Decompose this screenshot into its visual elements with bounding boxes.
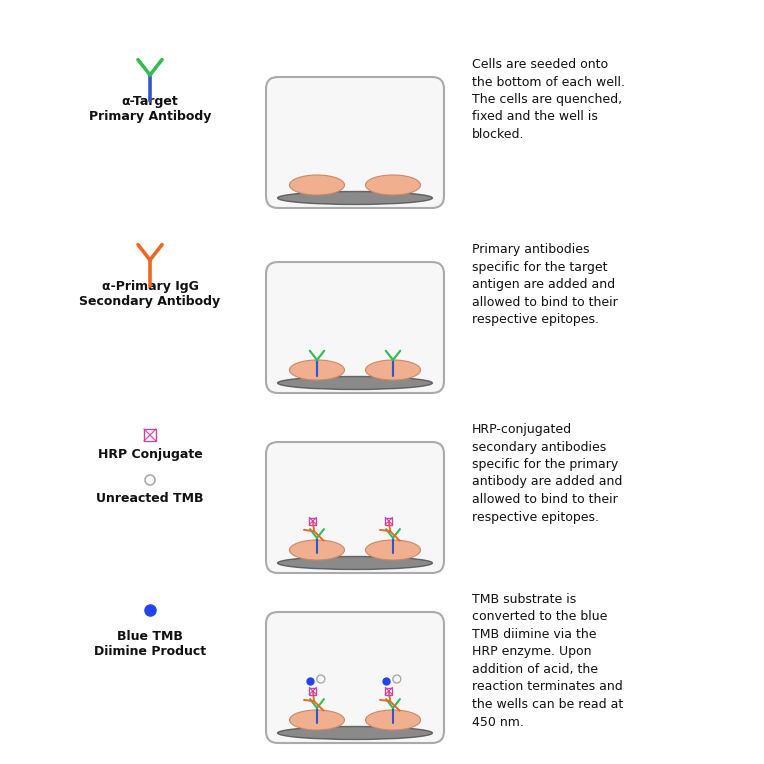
Ellipse shape — [277, 556, 432, 569]
Ellipse shape — [365, 540, 420, 560]
Text: TMB substrate is
converted to the blue
TMB diimine via the
HRP enzyme. Upon
addi: TMB substrate is converted to the blue T… — [472, 593, 623, 729]
Text: Unreacted TMB: Unreacted TMB — [96, 492, 204, 505]
Text: Primary antibodies
specific for the target
antigen are added and
allowed to bind: Primary antibodies specific for the targ… — [472, 243, 618, 326]
Text: HRP-conjugated
secondary antibodies
specific for the primary
antibody are added : HRP-conjugated secondary antibodies spec… — [472, 423, 623, 523]
Ellipse shape — [277, 377, 432, 390]
Text: α-Primary IgG
Secondary Antibody: α-Primary IgG Secondary Antibody — [79, 280, 221, 308]
Text: α-Target
Primary Antibody: α-Target Primary Antibody — [89, 95, 211, 123]
Ellipse shape — [365, 710, 420, 730]
Text: HRP Conjugate: HRP Conjugate — [98, 448, 202, 461]
Bar — [309, 517, 316, 525]
Text: Blue TMB
Diimine Product: Blue TMB Diimine Product — [94, 630, 206, 658]
Bar — [309, 688, 316, 694]
Ellipse shape — [277, 192, 432, 205]
Bar — [144, 429, 156, 441]
Ellipse shape — [290, 710, 345, 730]
Ellipse shape — [277, 727, 432, 740]
Ellipse shape — [290, 540, 345, 560]
Ellipse shape — [290, 360, 345, 380]
FancyBboxPatch shape — [266, 442, 444, 573]
Bar — [385, 517, 393, 525]
Ellipse shape — [365, 175, 420, 195]
Text: Cells are seeded onto
the bottom of each well.
The cells are quenched,
fixed and: Cells are seeded onto the bottom of each… — [472, 58, 625, 141]
Ellipse shape — [290, 175, 345, 195]
FancyBboxPatch shape — [266, 262, 444, 393]
Ellipse shape — [365, 360, 420, 380]
FancyBboxPatch shape — [266, 77, 444, 208]
FancyBboxPatch shape — [266, 612, 444, 743]
Bar — [385, 688, 393, 694]
